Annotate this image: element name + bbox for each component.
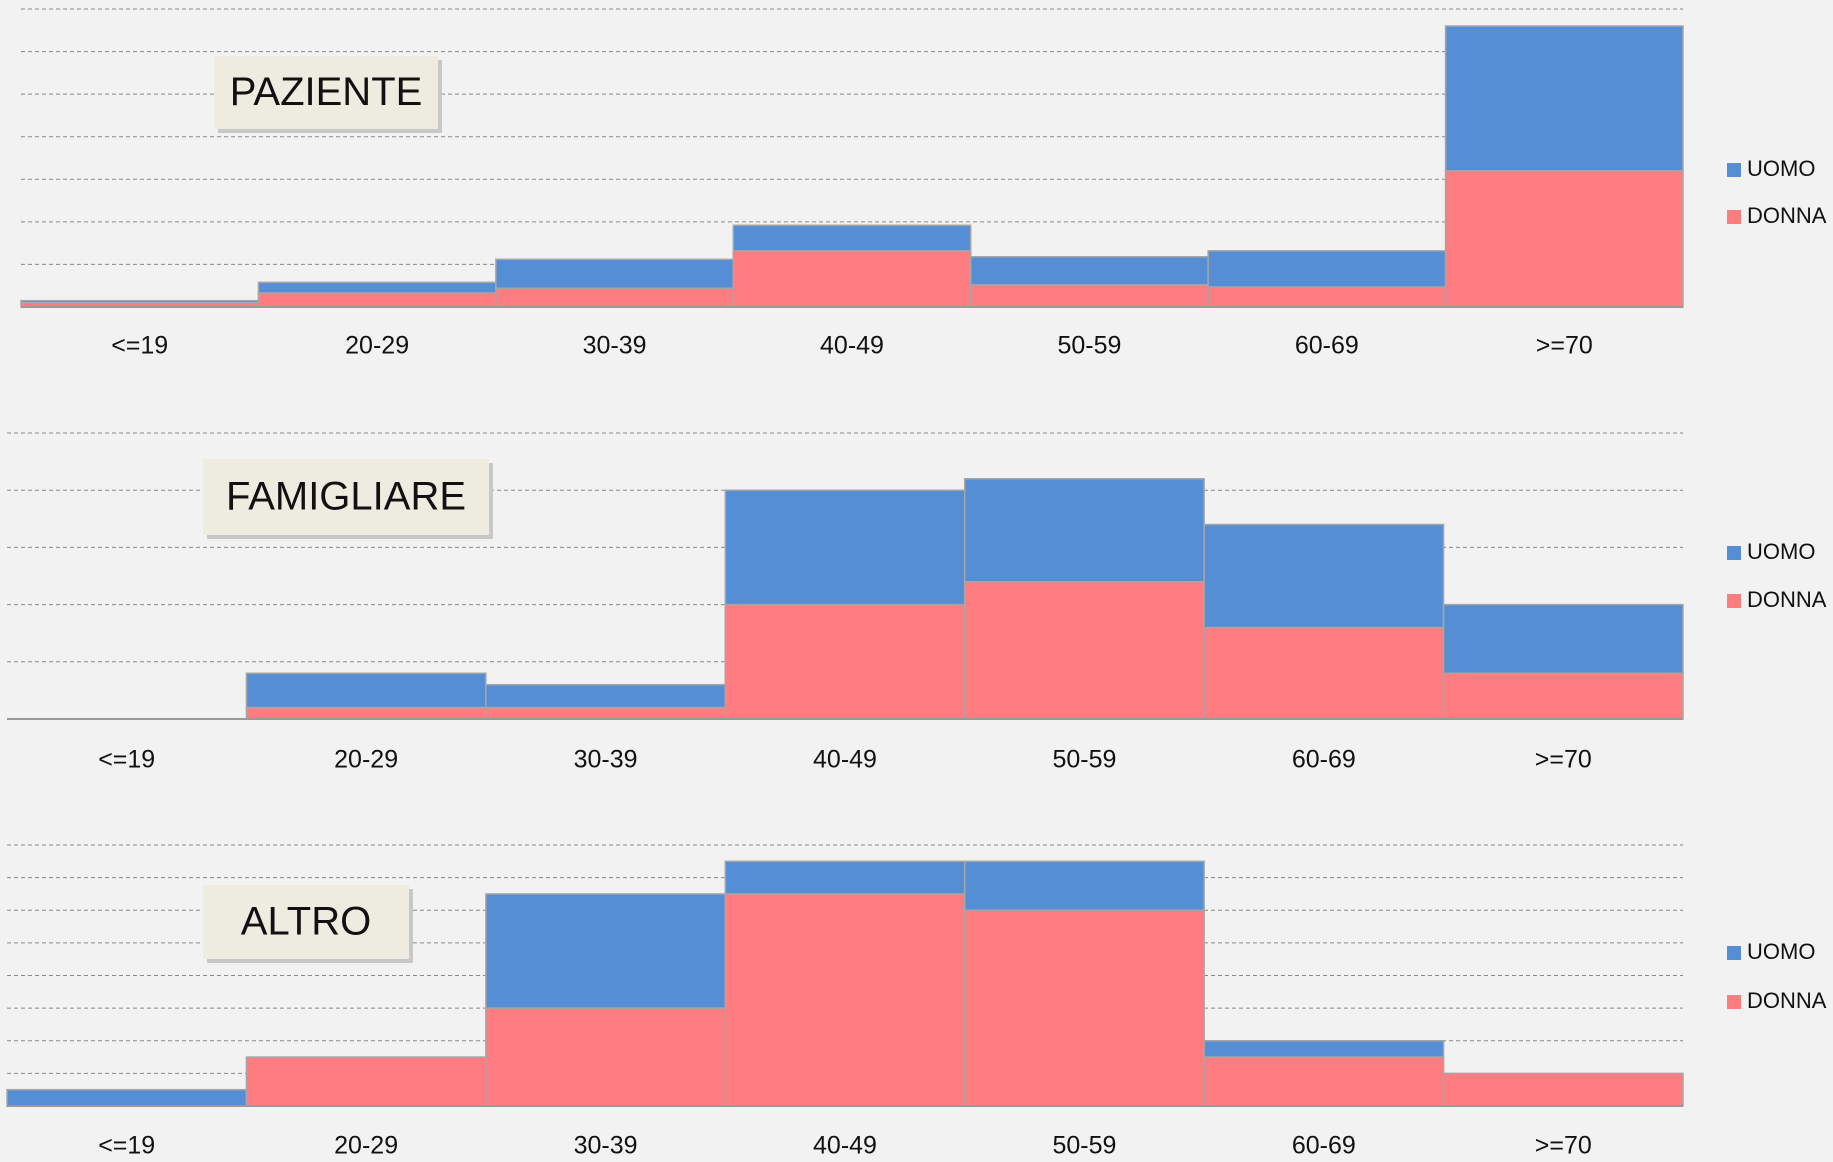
bar-segment [1203,1056,1445,1107]
bar-segment [485,683,727,709]
x-tick-label: <=19 [111,332,168,360]
x-tick-label: 60-69 [1295,332,1359,360]
bar-segment [6,1088,248,1107]
bar-segment [1203,626,1445,720]
legend-swatch [1727,163,1741,177]
bar-segment [485,1007,727,1107]
x-tick-label: <=19 [98,1132,155,1160]
bar-segment [20,299,260,304]
bar-segment [963,860,1205,911]
x-tick-label: >=70 [1536,332,1593,360]
bar-segment [1442,1072,1684,1107]
x-tick-label: 30-39 [583,332,647,360]
x-tick-label: 20-29 [334,1132,398,1160]
legend-label: UOMO [1747,156,1815,181]
x-tick-label: 20-29 [345,332,409,360]
x-tick-label: 60-69 [1292,746,1356,774]
x-tick-label: 50-59 [1052,746,1116,774]
bar-segment [963,580,1205,720]
title-box [214,56,438,129]
bar-segment [485,893,727,1009]
x-tick-label: 60-69 [1292,1132,1356,1160]
x-tick-label: 40-49 [820,332,884,360]
bar-segment [724,860,966,895]
bar-segment [724,893,966,1107]
chart: <=19 20-29 30-39 40-49 50-59 60-69 >=70 PAZIENT… [20,8,1827,360]
bar-segment [495,287,735,308]
bar-segment [245,672,487,709]
bar-segment [1203,523,1445,629]
x-tick-label: >=70 [1535,1132,1592,1160]
legend-label: DONNA [1747,587,1827,612]
bar-segment [495,258,735,290]
bar-segment [724,489,966,606]
x-tick-label: 50-59 [1052,1132,1116,1160]
chart-title: PAZIENTE [230,70,423,114]
bar-segment [245,706,487,720]
bar-segment [732,250,972,308]
x-tick-label: <=19 [98,746,155,774]
bar-segment [963,478,1205,583]
title-box [203,885,409,959]
x-tick-label: 40-49 [813,1132,877,1160]
bar-segment [245,1056,487,1107]
legend-label: DONNA [1747,988,1827,1013]
x-tick-label: >=70 [1535,746,1592,774]
bar-segment [724,603,966,720]
chart-title: FAMIGLIARE [226,475,466,519]
bar-segment [1442,603,1684,674]
legend-swatch [1727,946,1741,960]
bar-segment [1444,25,1684,172]
legend-label: UOMO [1747,539,1815,564]
bar-segment [969,256,1209,286]
bar-segment [963,909,1205,1107]
chart: <=19 20-29 30-39 40-49 50-59 60-69 >=70 ALTRO UO… [6,844,1827,1160]
chart: <=19 20-29 30-39 40-49 50-59 60-69 >=70 FAMIGLI… [7,432,1827,774]
bar-segment [257,292,497,308]
x-tick-label: 50-59 [1057,332,1121,360]
bar-segment [969,284,1209,308]
legend-label: DONNA [1747,203,1827,228]
bar-segment [1442,672,1684,720]
bar-segment [257,281,497,294]
legend-swatch [1727,594,1741,608]
x-tick-label: 30-39 [574,746,638,774]
legend-swatch [1727,995,1741,1009]
legend-swatch [1727,210,1741,224]
legend-swatch [1727,546,1741,560]
bar-segment [1203,1040,1445,1058]
bar-segment [485,706,727,720]
bar-segment [732,224,972,252]
bar-segment [1444,170,1684,308]
x-tick-label: 20-29 [334,746,398,774]
bar-segment [1207,250,1447,288]
x-tick-label: 30-39 [574,1132,638,1160]
title-box [203,459,489,535]
bar-segment [1207,286,1447,308]
chart-title: ALTRO [241,900,371,944]
legend-label: UOMO [1747,939,1815,964]
x-tick-label: 40-49 [813,746,877,774]
